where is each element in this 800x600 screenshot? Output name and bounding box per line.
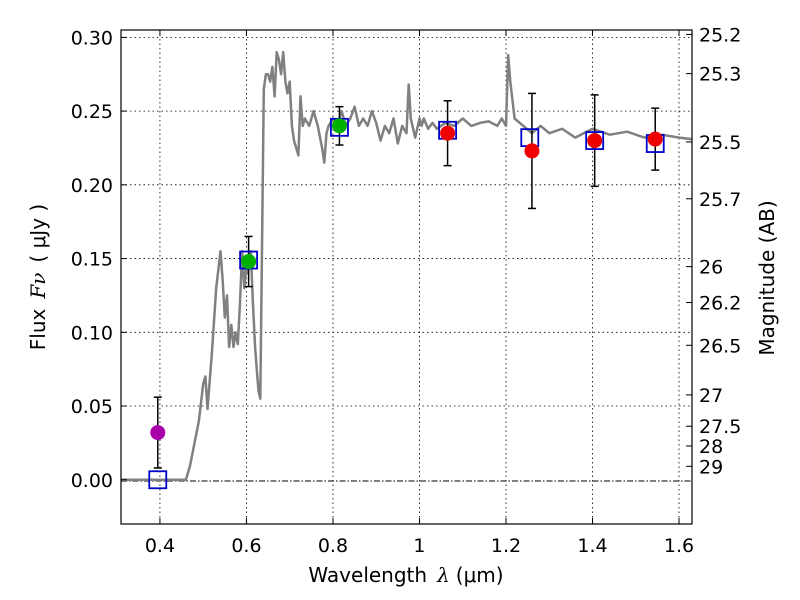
model-point-square xyxy=(148,470,168,490)
x-tick-label: 1.6 xyxy=(664,535,694,557)
observed-point-red xyxy=(587,133,603,149)
mag-tick-label: 27.5 xyxy=(699,416,741,438)
x-tick-label: 1 xyxy=(413,535,425,557)
plot-frame xyxy=(120,29,693,525)
observed-point-red xyxy=(647,131,663,147)
y-tick-label: 0.00 xyxy=(71,470,113,492)
y-tick-label: 0.10 xyxy=(71,322,113,344)
y-tick-label: 0.05 xyxy=(71,396,113,418)
mag-tick-label: 26.2 xyxy=(699,292,741,314)
mag-tick-label: 26 xyxy=(699,257,723,279)
mag-tick-label: 29 xyxy=(699,456,723,478)
model-spectrum-line xyxy=(121,50,693,482)
mag-tick-label: 25.3 xyxy=(699,64,741,86)
observed-point-magenta xyxy=(150,425,166,441)
x-tick-label: 0.8 xyxy=(318,535,348,557)
x-tick-label: 0.4 xyxy=(145,535,175,557)
x-axis-title: Wavelength λ (μm) xyxy=(308,563,503,587)
axes: 0.4 0.6 0.8 1 1.2 1.4 1.6 0.00 0.05 0.10 0.15 0.20 0… xyxy=(71,24,742,557)
y-tick-label: 0.15 xyxy=(71,249,113,271)
data-marks xyxy=(148,92,665,490)
x-tick-label: 1.2 xyxy=(491,535,521,557)
mag-tick-label: 25.2 xyxy=(699,24,741,46)
observed-point-green xyxy=(241,254,257,270)
mag-tick-label: 25.7 xyxy=(699,189,741,211)
x-tick-label: 0.6 xyxy=(231,535,261,557)
x-tick-label: 1.4 xyxy=(577,535,607,557)
y2-axis-title: Magnitude (AB) xyxy=(755,200,779,355)
observed-point-red xyxy=(524,143,540,159)
mag-tick-label: 27 xyxy=(699,385,723,407)
y-axis-title: FluxFν( μJy ) xyxy=(26,204,50,350)
mag-tick-label: 28 xyxy=(699,436,723,458)
grid xyxy=(121,30,692,524)
mag-tick-label: 26.5 xyxy=(699,335,741,357)
y-tick-label: 0.30 xyxy=(71,27,113,49)
observed-point-green xyxy=(331,118,347,134)
mag-tick-label: 25.5 xyxy=(699,132,741,154)
y-tick-label: 0.20 xyxy=(71,175,113,197)
observed-point-red xyxy=(440,125,456,141)
y-tick-label: 0.25 xyxy=(71,101,113,123)
model-point-square xyxy=(585,131,605,150)
